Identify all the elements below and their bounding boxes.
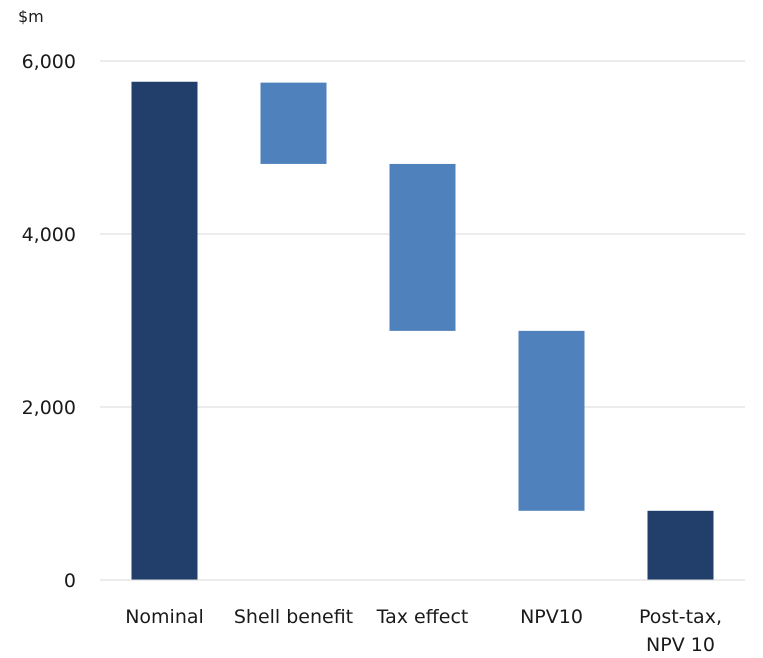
x-category-label: Shell benefit bbox=[234, 606, 353, 628]
y-axis-unit-label: $m bbox=[18, 7, 44, 26]
bar-tax-effect bbox=[389, 163, 456, 331]
x-axis-category-labels: Nominal Shell benefit Tax effect NPV10 Post-… bbox=[125, 606, 722, 656]
y-tick-label: 4,000 bbox=[22, 224, 76, 246]
x-category-label: Post-tax, NPV 10 bbox=[639, 606, 722, 656]
y-tick-label: 6,000 bbox=[22, 51, 76, 73]
chart-title-partial bbox=[0, 0, 763, 10]
x-category-label: NPV10 bbox=[520, 606, 583, 628]
y-axis-tick-labels: 0 2,000 4,000 6,000 bbox=[22, 51, 76, 592]
x-category-label: Tax effect bbox=[376, 606, 469, 628]
y-tick-label: 0 bbox=[64, 570, 76, 592]
bar-npv10 bbox=[518, 330, 585, 511]
bar-nominal bbox=[131, 81, 198, 580]
bars bbox=[131, 81, 714, 580]
bar-post-tax-npv-10 bbox=[647, 510, 714, 580]
y-tick-label: 2,000 bbox=[22, 397, 76, 419]
bar-shell-benefit bbox=[260, 82, 327, 164]
x-category-label: Nominal bbox=[125, 606, 204, 628]
